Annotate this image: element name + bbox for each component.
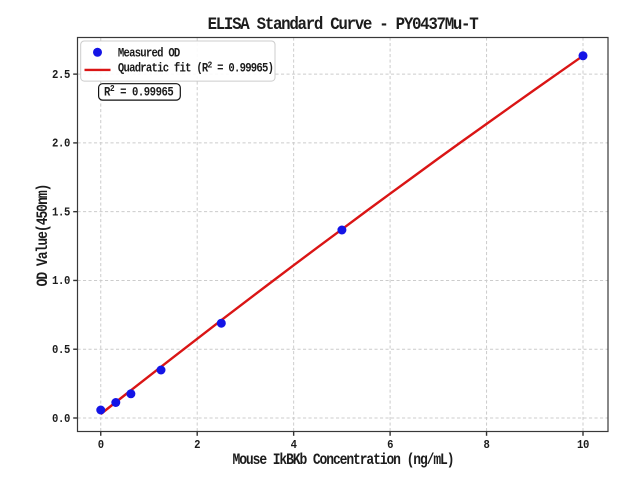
svg-text:Quadratic fit (R2 = 0.99965): Quadratic fit (R2 = 0.99965) [118,60,273,76]
svg-text:6: 6 [387,440,394,453]
svg-text:4: 4 [291,440,298,453]
svg-text:8: 8 [484,440,491,453]
svg-text:1.5: 1.5 [52,207,71,220]
svg-text:2.5: 2.5 [52,70,71,83]
svg-text:0.5: 0.5 [52,345,71,358]
svg-text:Mouse IkBKb Concentration (ng/: Mouse IkBKb Concentration (ng/mL) [233,452,454,469]
svg-text:R2 = 0.99965: R2 = 0.99965 [104,83,174,99]
svg-text:2: 2 [194,440,201,453]
svg-text:0.0: 0.0 [52,413,71,426]
svg-text:Measured OD: Measured OD [118,47,180,61]
svg-text:2.0: 2.0 [52,138,71,151]
svg-text:OD Value(450nm): OD Value(450nm) [35,185,52,287]
svg-text:1.0: 1.0 [52,276,71,289]
svg-text:0: 0 [98,440,105,453]
svg-text:ELISA Standard Curve - PY0437M: ELISA Standard Curve - PY0437Mu-T [208,15,479,35]
svg-text:10: 10 [577,440,590,453]
